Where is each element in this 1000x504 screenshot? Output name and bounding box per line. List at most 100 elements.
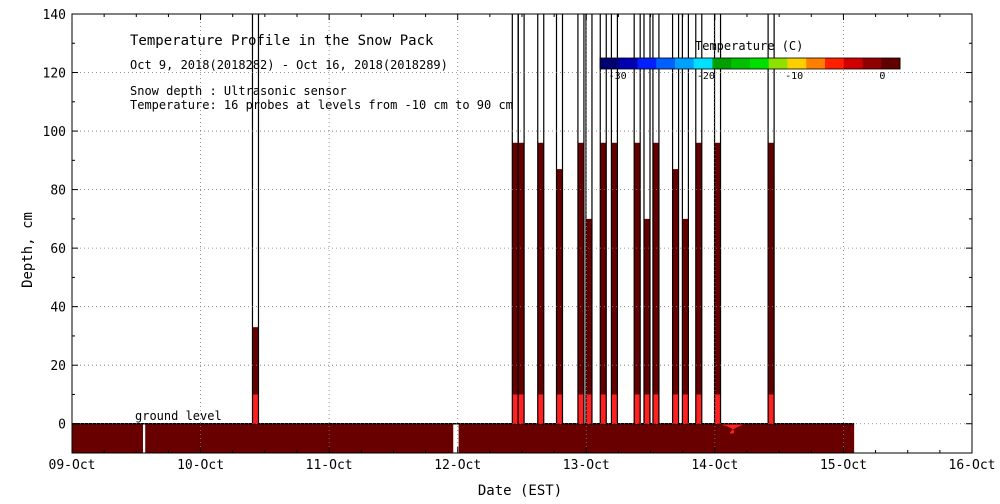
snow-temperature-column <box>537 142 544 424</box>
colorbar-tick-label: -30 <box>609 71 627 82</box>
snow-probe-hot-band <box>714 394 721 424</box>
ground-warm-patch <box>714 423 747 434</box>
colorbar-swatch <box>675 58 695 69</box>
x-tick-label: 16-Oct <box>949 458 996 473</box>
snow-spike <box>643 14 651 424</box>
snow-temperature-column <box>556 169 563 424</box>
snow-temperature-column <box>768 142 775 424</box>
colorbar-swatch <box>731 58 751 69</box>
snow-temperature-column <box>644 218 650 424</box>
colorbar-swatch <box>693 58 713 69</box>
snow-probe-hot-band <box>644 394 650 424</box>
colorbar-swatch <box>600 58 620 69</box>
x-tick-label: 11-Oct <box>306 458 353 473</box>
snow-probe-hot-band <box>537 394 544 424</box>
colorbar-swatch <box>656 58 676 69</box>
colorbar-ticks: -30 -20 -10 0 <box>609 71 886 82</box>
y-tick-label: 140 <box>43 8 66 23</box>
y-tick-label: 120 <box>43 67 66 82</box>
snow-temperature-column <box>652 142 659 424</box>
ground-layer-segment <box>145 423 454 453</box>
colorbar-swatch <box>862 58 882 69</box>
snow-spike <box>599 14 607 424</box>
snow-spike <box>767 14 775 424</box>
snow-probe-hot-band <box>577 394 584 424</box>
snow-temperature-column <box>512 142 519 424</box>
snow-temperature-column <box>714 142 721 424</box>
snow-spike <box>577 14 585 424</box>
colorbar-tick-label: -10 <box>785 71 803 82</box>
snow-probe-hot-band <box>682 394 689 424</box>
y-tick-label: 80 <box>50 184 66 199</box>
snow-spike <box>633 14 641 424</box>
colorbar-title: Temperature (C) <box>695 39 803 53</box>
colorbar: Temperature (C) -30 -20 -10 0 <box>599 39 901 82</box>
snow-spike <box>555 14 564 424</box>
snow-spike <box>695 14 703 424</box>
x-tick-label: 15-Oct <box>820 458 867 473</box>
chart-subtitle: Oct 9, 2018(2018282) - Oct 16, 2018(2018… <box>130 58 448 72</box>
colorbar-swatch <box>843 58 863 69</box>
x-axis-title: Date (EST) <box>478 483 562 499</box>
snow-temperature-column <box>585 218 592 424</box>
snow-temperature-column <box>611 142 618 424</box>
snow-spike <box>681 14 689 424</box>
snow-probe-hot-band <box>652 394 659 424</box>
snow-temperature-column <box>518 142 525 424</box>
colorbar-swatch <box>787 58 807 69</box>
colorbar-swatch <box>806 58 826 69</box>
ground-layer-segment <box>72 423 143 453</box>
snow-spike <box>652 14 660 424</box>
snow-probe-hot-band <box>695 394 702 424</box>
colorbar-tick-label: -20 <box>697 71 715 82</box>
snow-spike <box>251 14 260 424</box>
colorbar-swatch <box>825 58 845 69</box>
snow-temperature-column <box>634 142 641 424</box>
snow-temperature-column <box>252 327 259 424</box>
ground-layer-segment <box>458 423 855 453</box>
snow-probe-hot-band <box>768 394 775 424</box>
snow-probe-hot-band <box>600 394 607 424</box>
snow-temperature-column <box>672 169 679 424</box>
chart-title: Temperature Profile in the Snow Pack <box>130 33 434 49</box>
snow-temperature-column <box>577 142 584 424</box>
y-tick-label: 100 <box>43 125 66 140</box>
snow-probe-hot-band <box>556 394 563 424</box>
snow-probe-hot-band <box>252 394 259 424</box>
y-tick-label: 0 <box>58 418 66 433</box>
note-temperature: Temperature: 16 probes at levels from -1… <box>130 98 513 112</box>
colorbar-swatches <box>599 57 901 70</box>
colorbar-swatch <box>618 58 638 69</box>
colorbar-tick-label: 0 <box>879 71 885 82</box>
snow-temperature-column <box>600 142 607 424</box>
snow-spike <box>671 14 680 424</box>
snow-probe-hot-band <box>512 394 519 424</box>
snow-probe-hot-band <box>585 394 592 424</box>
x-tick-label: 13-Oct <box>563 458 610 473</box>
x-tick-label: 14-Oct <box>691 458 738 473</box>
snow-spike <box>585 14 593 424</box>
colorbar-swatch <box>768 58 788 69</box>
snow-spike <box>517 14 525 424</box>
colorbar-swatch <box>712 58 732 69</box>
snow-spike <box>610 14 619 424</box>
y-tick-label: 20 <box>50 359 66 374</box>
snow-spike <box>511 14 519 424</box>
snow-temperature-column <box>695 142 702 424</box>
snow-probe-hot-band <box>518 394 525 424</box>
x-tick-label: 10-Oct <box>177 458 224 473</box>
plot-layer <box>72 14 855 453</box>
note-snow-depth: Snow depth : Ultrasonic sensor <box>130 84 347 98</box>
x-tick-label: 12-Oct <box>434 458 481 473</box>
snow-probe-hot-band <box>634 394 641 424</box>
snow-probe-hot-band <box>611 394 618 424</box>
snow-temperature-column <box>682 218 689 424</box>
colorbar-swatch <box>637 58 657 69</box>
snow-probe-hot-band <box>672 394 679 424</box>
colorbar-swatch <box>750 58 770 69</box>
y-tick-label: 40 <box>50 301 66 316</box>
axis-layer: 0 20 40 60 80 100 120 140 09-Oct 10-Oct 11-Oct 12-O… <box>43 8 996 473</box>
snow-spike <box>713 14 722 424</box>
